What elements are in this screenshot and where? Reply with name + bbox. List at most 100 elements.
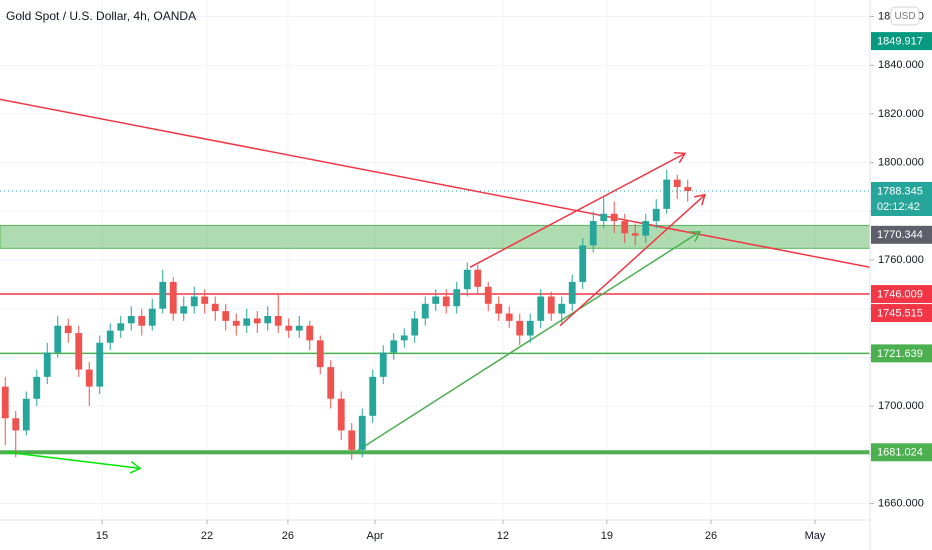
candle-body bbox=[442, 296, 450, 307]
candle-body bbox=[264, 315, 272, 324]
price-marker-label: 1681.024 bbox=[877, 447, 923, 459]
y-tick-label: 1660.000 bbox=[878, 497, 924, 509]
candle-body bbox=[463, 269, 471, 290]
candle-body bbox=[474, 269, 482, 287]
candle-body bbox=[600, 213, 608, 222]
candle-body bbox=[222, 311, 230, 321]
candle-body bbox=[316, 340, 324, 368]
candle-body bbox=[75, 333, 83, 370]
candle-body bbox=[547, 296, 555, 314]
candle-body bbox=[127, 315, 135, 324]
x-tick-label: May bbox=[805, 530, 826, 542]
candle-body bbox=[327, 367, 335, 399]
candle-body bbox=[421, 303, 429, 319]
x-tick-label: 19 bbox=[601, 530, 613, 542]
candle-body bbox=[673, 179, 681, 187]
x-tick-label: 26 bbox=[705, 530, 717, 542]
candle-body bbox=[568, 281, 576, 304]
candle-body bbox=[12, 418, 20, 431]
candle-body bbox=[484, 286, 492, 304]
price-marker: 1721.639 bbox=[871, 344, 932, 363]
candle-body bbox=[138, 315, 146, 326]
trend-line bbox=[0, 98, 870, 269]
price-marker-box bbox=[871, 304, 932, 323]
candle-body bbox=[684, 186, 692, 191]
candle-body bbox=[117, 323, 125, 331]
candle-body bbox=[159, 281, 167, 309]
candle-body bbox=[358, 415, 366, 450]
x-tick-label: 26 bbox=[282, 530, 294, 542]
trend-line bbox=[354, 231, 701, 453]
candle-body bbox=[22, 398, 30, 431]
candle-body bbox=[148, 308, 156, 326]
candle-body bbox=[295, 325, 303, 331]
price-marker-box bbox=[871, 344, 932, 363]
candle-body bbox=[621, 221, 629, 234]
candle-body bbox=[642, 221, 650, 236]
candle-body bbox=[610, 213, 618, 222]
candle-body bbox=[211, 303, 219, 312]
candle-body bbox=[190, 296, 198, 307]
candle-body bbox=[390, 340, 398, 353]
candle-body bbox=[201, 296, 209, 304]
candle-body bbox=[526, 320, 534, 336]
price-marker: 1745.515 bbox=[871, 304, 932, 323]
candle-body bbox=[631, 233, 639, 236]
candle-body bbox=[232, 320, 240, 326]
price-marker-label: 1745.515 bbox=[877, 307, 923, 319]
candle-body bbox=[96, 342, 104, 387]
x-tick-label: 12 bbox=[497, 530, 509, 542]
price-marker: 1770.344 bbox=[871, 225, 932, 244]
countdown: 02:12:42 bbox=[877, 201, 920, 213]
candle-body bbox=[285, 325, 293, 331]
x-tick-label: Apr bbox=[366, 530, 383, 542]
candle-body bbox=[663, 179, 671, 209]
trend-line bbox=[559, 194, 706, 327]
candle-body bbox=[495, 303, 503, 314]
candle-body bbox=[379, 352, 387, 377]
price-marker-label: 1721.639 bbox=[877, 348, 923, 360]
candle-body bbox=[85, 369, 93, 387]
price-marker-box bbox=[871, 181, 932, 216]
candle-body bbox=[432, 296, 440, 304]
candle-body bbox=[579, 245, 587, 282]
chart-title: Gold Spot / U.S. Dollar, 4h, OANDA bbox=[6, 9, 196, 23]
price-marker-label: 1746.009 bbox=[877, 288, 923, 300]
price-marker-box bbox=[871, 225, 932, 244]
candle-body bbox=[243, 318, 251, 326]
price-marker-box bbox=[871, 285, 932, 304]
candle-body bbox=[274, 315, 282, 326]
y-tick-label: 1800.000 bbox=[878, 157, 924, 169]
candle-body bbox=[400, 335, 408, 341]
axes: 1660.0001680.0001700.0001720.0001740.000… bbox=[96, 6, 932, 542]
price-marker: 1849.917 bbox=[871, 32, 932, 51]
candle-body bbox=[348, 430, 356, 450]
candle-body bbox=[106, 330, 114, 343]
trend-line bbox=[7, 451, 141, 470]
x-tick-label: 15 bbox=[96, 530, 108, 542]
y-tick-label: 1840.000 bbox=[878, 59, 924, 71]
currency: USD bbox=[894, 11, 915, 22]
candle-body bbox=[43, 352, 51, 377]
drawings bbox=[0, 98, 870, 474]
arrow-head bbox=[673, 152, 687, 164]
y-tick-label: 1700.000 bbox=[878, 400, 924, 412]
candle-body bbox=[54, 325, 62, 353]
price-marker: 1681.024 bbox=[871, 443, 932, 462]
zone bbox=[0, 224, 870, 249]
price-marker: 1746.009 bbox=[871, 285, 932, 304]
candles bbox=[1, 169, 692, 460]
candle-body bbox=[537, 296, 545, 321]
price-marker-label: 1770.344 bbox=[877, 229, 923, 241]
currency-button[interactable]: USD bbox=[890, 6, 920, 26]
y-tick-label: 1820.000 bbox=[878, 108, 924, 120]
price-marker-label: 1849.917 bbox=[877, 36, 923, 48]
arrow-head bbox=[129, 461, 142, 474]
price-marker: 1788.345 02:12:42 bbox=[871, 181, 932, 216]
candle-body bbox=[33, 376, 41, 399]
candle-body bbox=[411, 318, 419, 336]
price-marker-box bbox=[871, 443, 932, 462]
candle-body bbox=[652, 208, 660, 222]
price-marker-box bbox=[871, 32, 932, 51]
